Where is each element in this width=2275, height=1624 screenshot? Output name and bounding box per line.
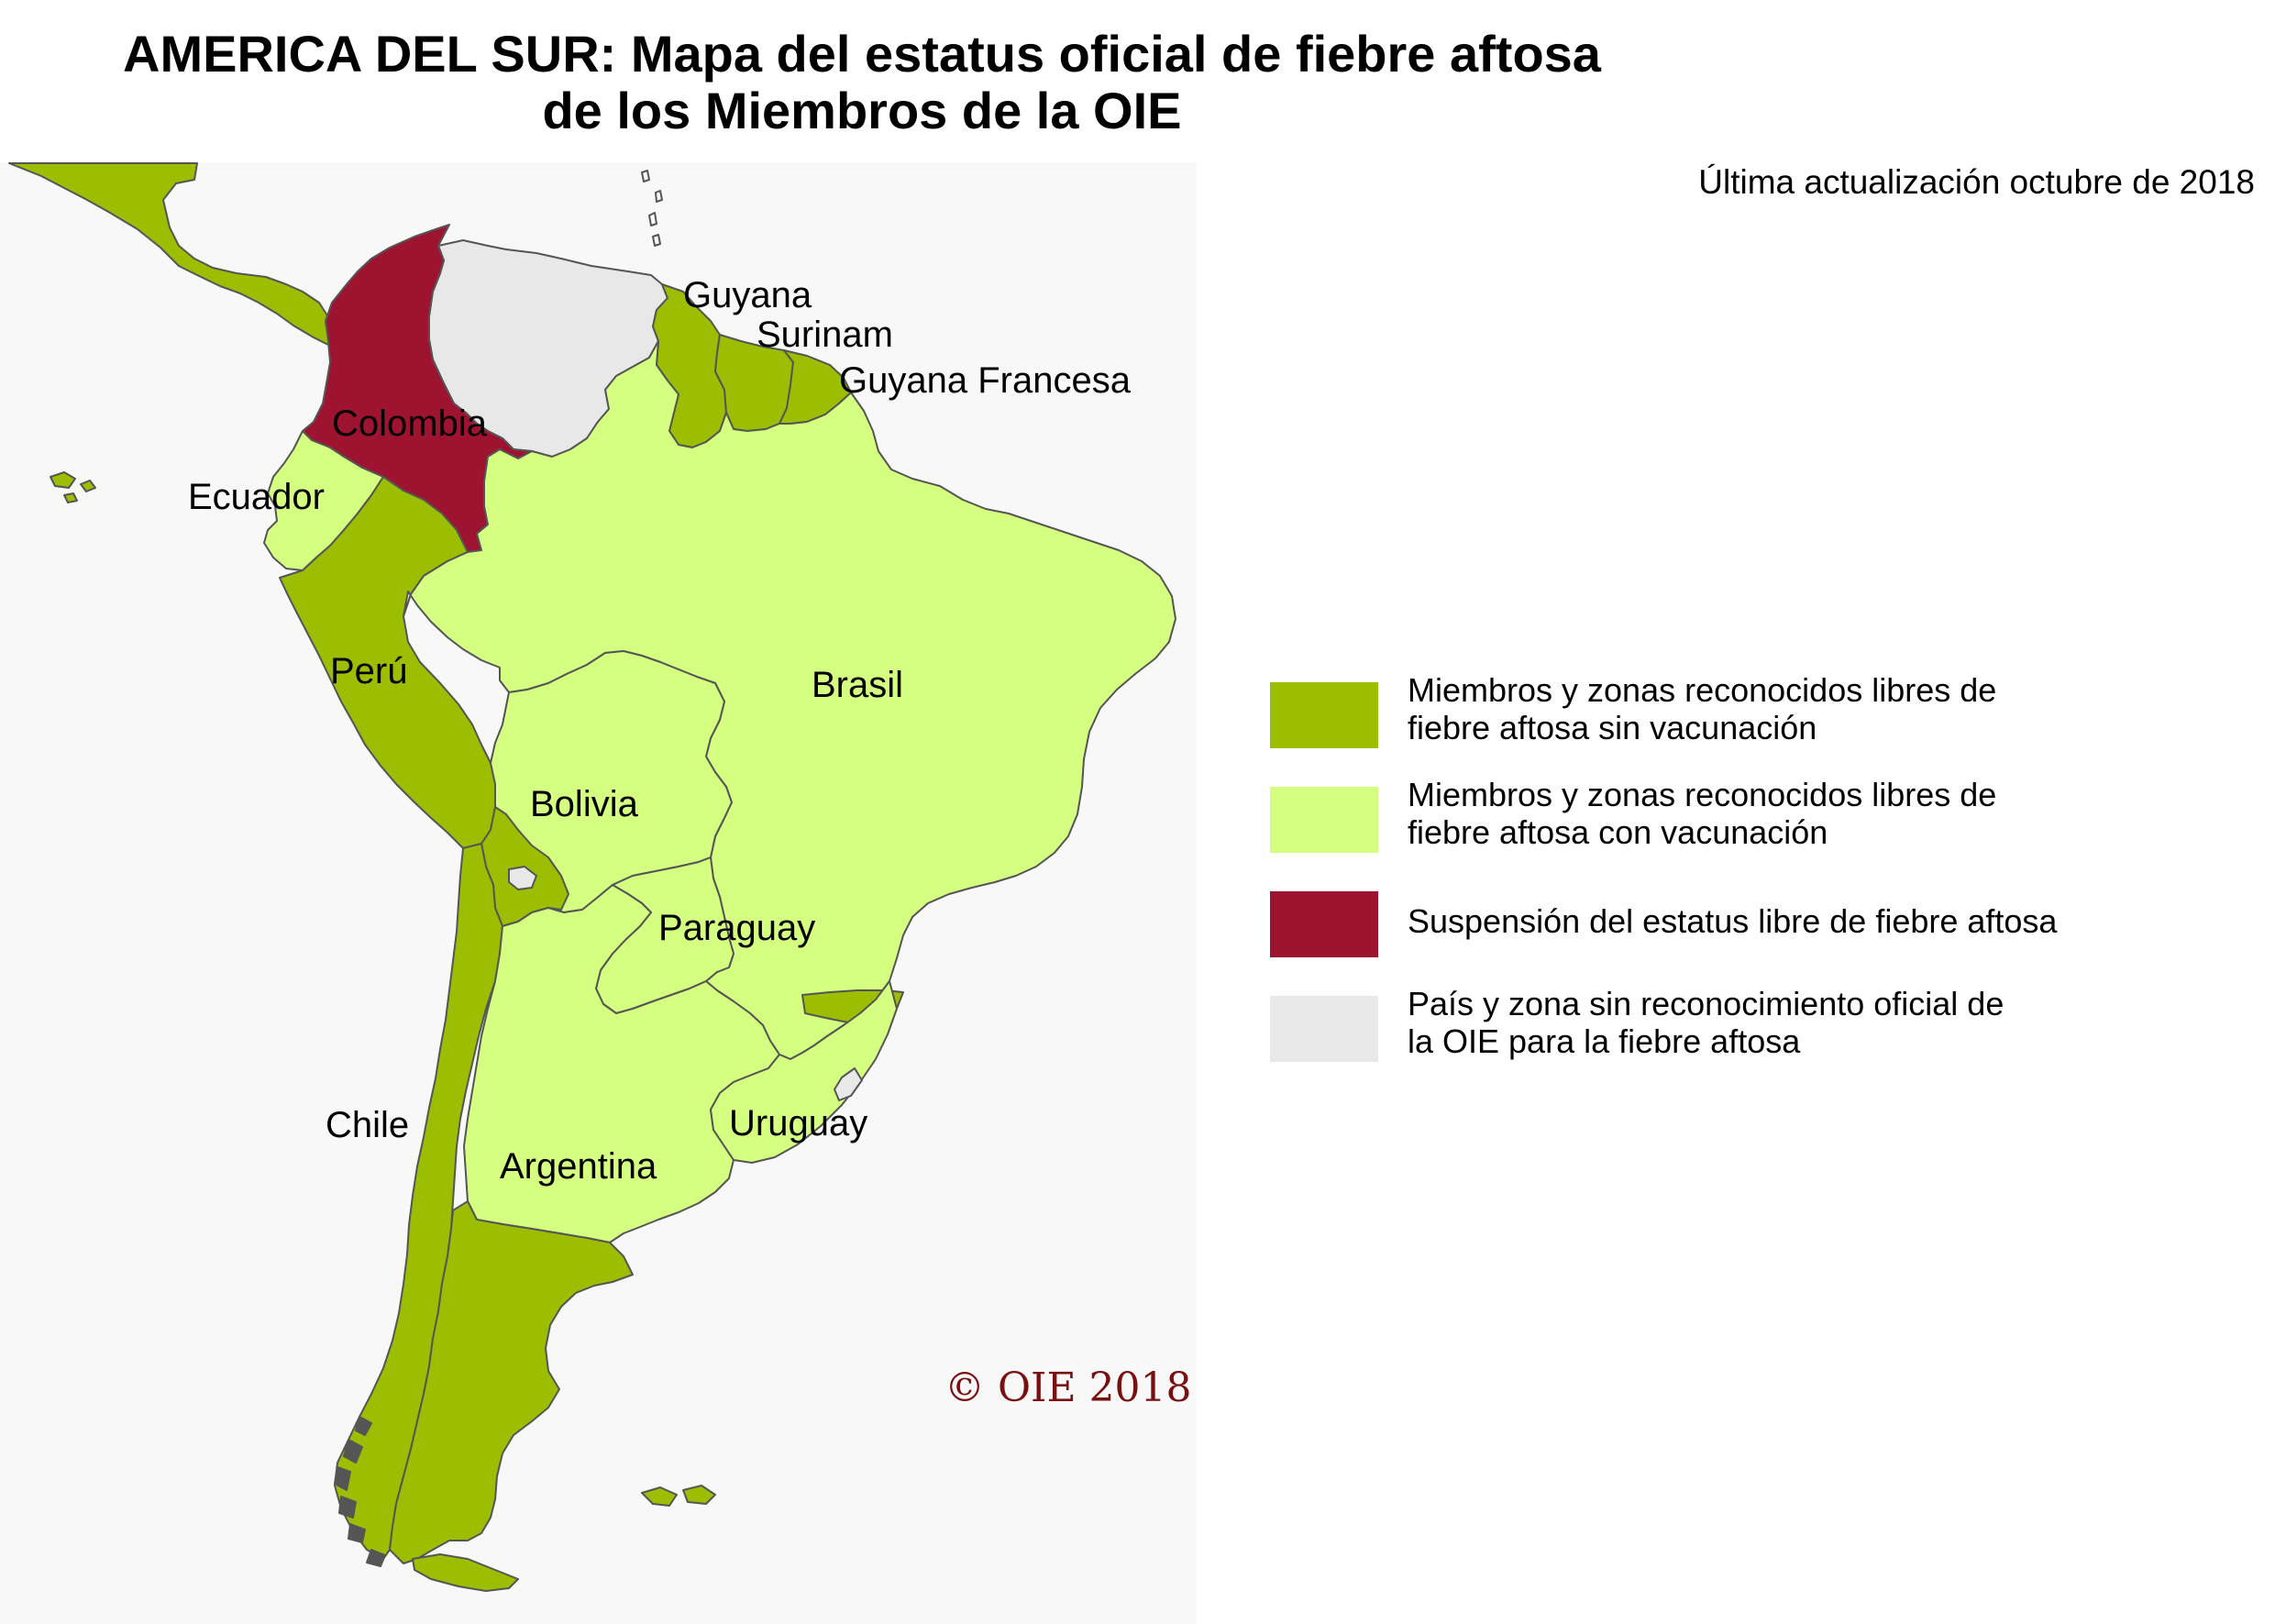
legend-item-suspended: Suspensión del estatus libre de fiebre a… [1270,878,2224,983]
falkland-islands [641,1485,716,1507]
legend: Miembros y zonas reconocidos libres de f… [1270,669,2224,1088]
tierra-del-fuego [412,1553,519,1592]
peru-region [279,476,496,849]
legend-item-free-without-vaccination: Miembros y zonas reconocidos libres de f… [1270,669,2224,774]
last-updated-text: Última actualización octubre de 2018 [1698,163,2255,201]
country-labels: Guyana Surinam Guyana Francesa Colombia … [188,275,1132,1187]
legend-item-free-with-vaccination: Miembros y zonas reconocidos libres de f… [1270,774,2224,878]
bolivia-label: Bolivia [530,784,639,824]
bolivia-no-recognition-zone [508,866,537,890]
legend-label-line1: País y zona sin reconocimiento oficial d… [1408,985,2004,1022]
legend-label-line2: fiebre aftosa con vacunación [1408,813,1828,851]
legend-label: Miembros y zonas reconocidos libres de f… [1408,776,2214,851]
surinam-label: Surinam [756,315,893,355]
argentina-label: Argentina [500,1146,657,1187]
legend-label-line2: fiebre aftosa sin vacunación [1408,709,1817,746]
chile-archipelago [334,1416,386,1567]
galapagos-islands [50,471,96,503]
legend-label-line1: Suspensión del estatus libre de fiebre a… [1408,902,2058,940]
legend-label: Miembros y zonas reconocidos libres de f… [1408,671,2214,746]
argentina-patagonia-zone [389,1200,634,1564]
legend-swatch [1270,891,1378,957]
map-title: AMERICA DEL SUR: Mapa del estatus oficia… [0,26,1724,139]
brasil-coastal-no-recognition-zone [834,1067,863,1101]
french-guiana-label: Guyana Francesa [839,360,1132,401]
legend-label: País y zona sin reconocimiento oficial d… [1408,985,2214,1060]
central-america-region [8,162,342,348]
ecuador-label: Ecuador [188,477,325,517]
uruguay-region [710,980,898,1164]
brasil-label: Brasil [812,665,903,705]
caribbean-islands [641,170,663,247]
peru-label: Perú [330,651,408,691]
legend-label-line2: la OIE para la fiebre aftosa [1408,1022,1801,1060]
chile-label: Chile [326,1105,409,1145]
legend-swatch [1270,682,1378,748]
map-title-line1: AMERICA DEL SUR: Mapa del estatus oficia… [123,25,1601,83]
paraguay-label: Paraguay [658,908,815,948]
uruguay-label: Uruguay [729,1103,867,1143]
copyright-text: © OIE 2018 [944,1364,1192,1411]
guyana-label: Guyana [683,275,812,315]
legend-swatch [1270,787,1378,853]
colombia-label: Colombia [332,403,488,444]
legend-item-no-recognition: País y zona sin reconocimiento oficial d… [1270,983,2224,1088]
legend-label-line1: Miembros y zonas reconocidos libres de [1408,671,1997,709]
legend-label-line1: Miembros y zonas reconocidos libres de [1408,776,1997,813]
legend-swatch [1270,996,1378,1062]
map-title-line2: de los Miembros de la OIE [542,82,1182,139]
legend-label: Suspensión del estatus libre de fiebre a… [1408,902,2214,940]
